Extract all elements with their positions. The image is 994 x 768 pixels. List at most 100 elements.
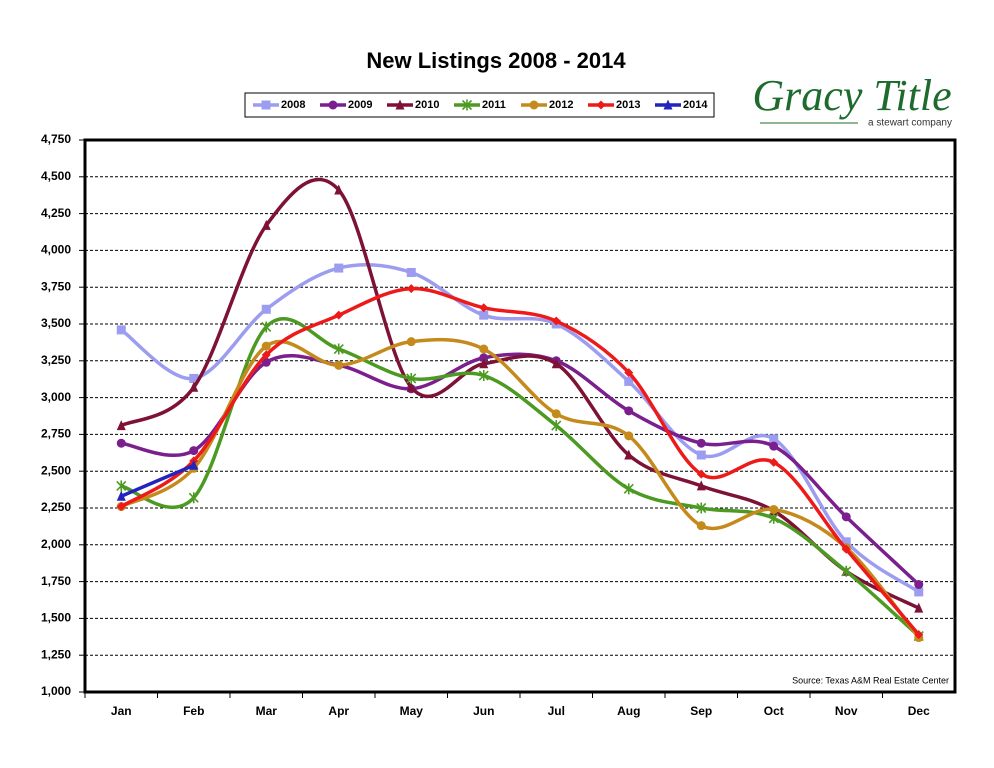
marker	[116, 480, 127, 492]
marker	[769, 441, 779, 451]
plot-area	[85, 140, 955, 692]
marker	[406, 337, 416, 347]
marker	[914, 587, 924, 597]
marker	[478, 370, 489, 382]
marker	[328, 100, 338, 110]
marker	[914, 580, 924, 590]
marker	[769, 504, 779, 514]
y-tick-label: 1,500	[41, 611, 71, 625]
marker	[261, 350, 271, 360]
y-tick-label: 3,750	[41, 279, 71, 293]
y-tick-label: 2,500	[41, 463, 71, 477]
x-tick-label: Jun	[473, 704, 494, 718]
marker	[261, 100, 271, 110]
marker	[334, 263, 344, 273]
marker	[529, 100, 539, 110]
marker	[116, 325, 126, 335]
x-tick-label: Jan	[111, 704, 132, 718]
marker	[914, 602, 924, 613]
marker	[395, 99, 405, 110]
marker	[261, 341, 271, 351]
y-tick-label: 4,000	[41, 243, 71, 257]
legend: 2008 2009 2010 2011 2012 2013 2014	[244, 92, 715, 118]
y-tick-label: 1,750	[41, 574, 71, 588]
marker	[406, 267, 416, 277]
marker	[116, 490, 126, 501]
marker	[769, 434, 779, 444]
series-line	[120, 337, 921, 639]
legend-label: 2010	[415, 99, 439, 111]
source-note: Source: Texas A&M Real Estate Center	[792, 675, 949, 685]
marker	[116, 438, 126, 448]
marker	[479, 353, 489, 363]
x-tick-label: Dec	[908, 704, 930, 718]
marker	[696, 469, 706, 479]
marker	[334, 360, 344, 370]
marker	[551, 358, 561, 369]
y-tick-label: 3,250	[41, 353, 71, 367]
x-tick-label: Apr	[328, 704, 349, 718]
marker	[261, 357, 271, 367]
y-tick-label: 4,500	[41, 169, 71, 183]
marker	[696, 480, 706, 491]
marker	[479, 303, 489, 313]
marker	[551, 409, 561, 419]
marker	[116, 420, 126, 431]
marker	[333, 343, 344, 355]
x-tick-label: May	[400, 704, 424, 718]
series-line	[120, 286, 921, 636]
marker	[551, 316, 561, 326]
legend-label: 2008	[281, 99, 305, 111]
marker	[261, 304, 271, 314]
marker	[624, 368, 634, 378]
legend-label: 2011	[482, 99, 506, 111]
marker	[623, 483, 634, 495]
marker	[696, 438, 706, 448]
y-tick-label: 2,000	[41, 537, 71, 551]
marker	[189, 373, 199, 383]
marker	[663, 99, 673, 110]
marker	[624, 406, 634, 416]
series-line	[120, 262, 920, 594]
marker	[406, 381, 416, 392]
marker	[479, 310, 489, 320]
x-tick-label: Mar	[256, 704, 278, 718]
marker	[116, 502, 126, 512]
marker	[406, 284, 416, 294]
plot-border	[83, 138, 957, 694]
x-tick-label: Jul	[548, 704, 565, 718]
x-tick-label: Nov	[835, 704, 858, 718]
legend-label: 2014	[683, 99, 708, 111]
marker	[189, 459, 199, 470]
y-tick-label: 2,250	[41, 500, 71, 514]
chart-title: New Listings 2008 - 2014	[366, 48, 626, 73]
marker	[261, 219, 271, 230]
marker	[696, 502, 707, 514]
y-tick-label: 2,750	[41, 427, 71, 441]
marker	[334, 184, 344, 195]
marker	[696, 450, 706, 460]
y-tick-label: 3,500	[41, 316, 71, 330]
legend-label: 2013	[616, 99, 640, 111]
marker	[596, 100, 606, 110]
marker	[624, 449, 634, 460]
series-line	[120, 463, 195, 498]
marker	[261, 321, 272, 333]
x-tick-label: Sep	[690, 704, 712, 718]
legend-label: 2009	[348, 99, 372, 111]
x-tick-label: Oct	[764, 704, 784, 718]
marker	[461, 99, 473, 111]
marker	[551, 420, 562, 432]
y-tick-label: 1,000	[41, 684, 71, 698]
marker	[841, 537, 851, 547]
marker	[841, 544, 851, 554]
marker	[624, 376, 634, 386]
y-tick-label: 4,750	[41, 132, 71, 146]
marker	[624, 431, 634, 441]
logo-tagline: a stewart company	[868, 118, 952, 129]
x-tick-label: Aug	[617, 704, 640, 718]
marker	[334, 310, 344, 320]
y-tick-label: 1,250	[41, 647, 71, 661]
marker	[841, 565, 852, 577]
